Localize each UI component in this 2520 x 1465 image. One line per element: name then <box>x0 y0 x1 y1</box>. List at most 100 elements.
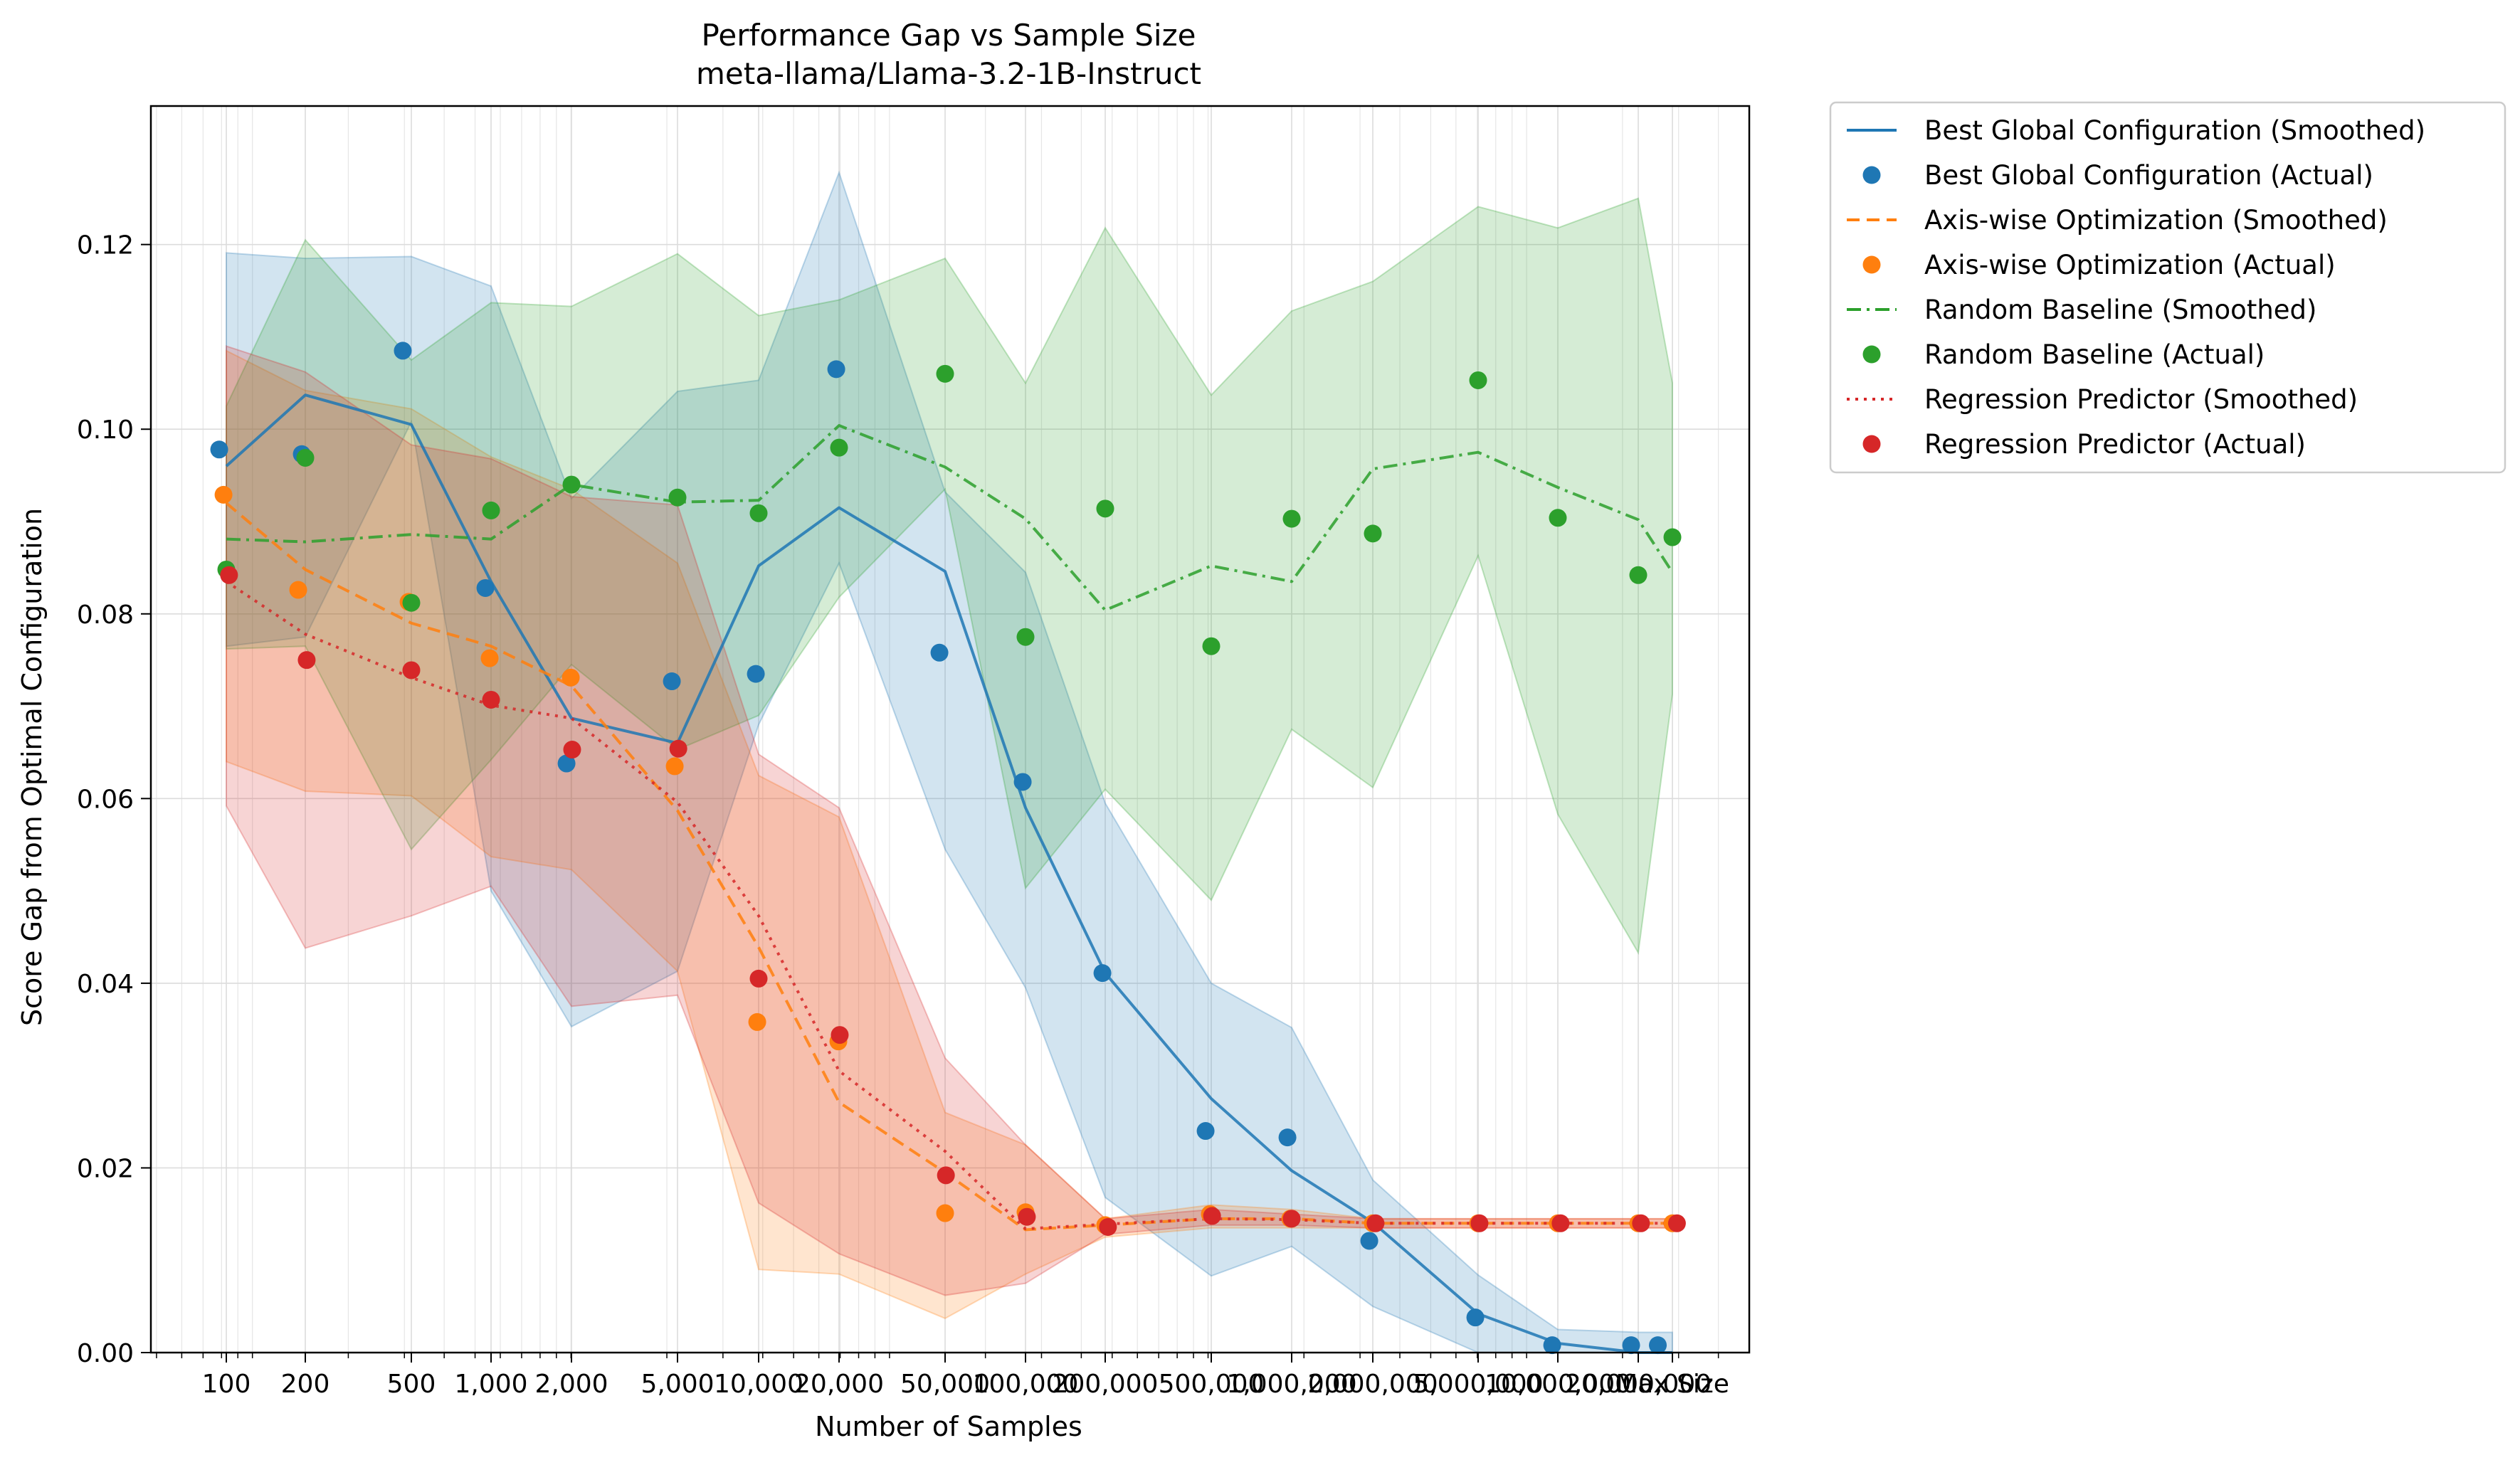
best-global-configuration-point <box>1360 1232 1378 1250</box>
regression-predictor-legend-marker <box>1862 435 1881 453</box>
random-baseline-point <box>1202 637 1221 655</box>
random-baseline-point <box>482 501 500 519</box>
legend: Best Global Configuration (Smoothed) Best… <box>1829 101 2506 474</box>
grid <box>151 106 1749 1353</box>
best-global-configuration-legend-marker <box>1862 166 1881 184</box>
y-tick-label: 0.12 <box>77 231 134 260</box>
regression-predictor-point <box>1018 1207 1036 1226</box>
axis-wise-optimization-point <box>936 1204 954 1222</box>
y-tick-label: 0.02 <box>77 1154 134 1183</box>
x-tick-label: 100 <box>202 1370 251 1399</box>
axis-wise-optimization-point <box>748 1012 766 1031</box>
axis-wise-optimization-point <box>289 581 307 599</box>
y-tick-label: 0.10 <box>77 416 134 445</box>
random-baseline-point <box>1629 566 1648 584</box>
regression-predictor-point <box>749 969 768 988</box>
best-global-configuration-point <box>1466 1308 1485 1327</box>
best-global-configuration-point <box>747 665 765 683</box>
y-tick-label: 0.08 <box>77 601 134 630</box>
axis-wise-optimization-smoothed-line <box>225 502 1672 1232</box>
chart-title: Performance Gap vs Sample Size <box>702 18 1196 53</box>
plot-frame <box>149 105 1751 1354</box>
regression-predictor-point <box>402 661 421 679</box>
random-baseline-point <box>1549 509 1567 527</box>
regression-predictor-point <box>1470 1214 1489 1232</box>
axis-wise-optimization-point <box>480 649 499 667</box>
best-global-configuration-point <box>394 342 412 360</box>
regression-predictor-point <box>1667 1214 1686 1232</box>
regression-predictor-point <box>1099 1218 1117 1237</box>
axis-wise-optimization-point <box>562 668 580 687</box>
regression-predictor-point <box>831 1026 849 1044</box>
regression-predictor-point <box>1366 1214 1385 1232</box>
random-baseline-point <box>296 448 315 467</box>
axis-wise-optimization-legend-actual-label: Axis-wise Optimization (Actual) <box>1924 250 2336 280</box>
best-global-configuration-point <box>1622 1336 1640 1355</box>
regression-predictor-point <box>1551 1214 1570 1232</box>
random-baseline-point <box>1282 509 1301 528</box>
best-global-configuration-point <box>1649 1336 1667 1355</box>
random-baseline-point <box>562 475 581 494</box>
random-baseline-point <box>830 438 848 457</box>
chart-subtitle: meta-llama/Llama-3.2-1B-Instruct <box>696 56 1201 91</box>
x-tick-label: 5,000,000 <box>1413 1370 1543 1399</box>
random-baseline-point <box>1663 528 1682 546</box>
regression-predictor-point <box>1632 1214 1650 1232</box>
regression-predictor-point <box>937 1166 955 1185</box>
x-tick-label: Max Size <box>1615 1370 1729 1399</box>
random-baseline-point <box>402 593 421 612</box>
x-tick-label: 20,000,000 <box>1565 1370 1712 1399</box>
x-tick-label: 50,000 <box>900 1370 990 1399</box>
x-tick-label: 100,000 <box>973 1370 1079 1399</box>
random-baseline-point <box>1016 628 1035 646</box>
regression-predictor-legend-actual-label: Regression Predictor (Actual) <box>1924 429 2306 460</box>
x-axis-label: Number of Samples <box>815 1411 1082 1442</box>
regression-predictor-point <box>482 690 500 709</box>
legend-box <box>1829 101 2506 474</box>
random-baseline-point <box>749 504 768 522</box>
best-global-configuration-point <box>663 672 681 691</box>
x-tick-label: 10,000 <box>714 1370 803 1399</box>
y-axis-label: Score Gap from Optimal Configuration <box>16 508 48 1026</box>
random-baseline-point <box>668 488 687 507</box>
axis-wise-optimization-point <box>665 757 684 776</box>
smoothed-lines <box>225 393 1674 1354</box>
regression-predictor-point <box>297 651 316 670</box>
best-global-configuration-point <box>1093 964 1112 983</box>
random-baseline-point <box>1364 524 1382 543</box>
x-tick-label: 200 <box>281 1370 330 1399</box>
best-global-configuration-point <box>210 440 228 459</box>
x-tick-label: 20,000 <box>794 1370 884 1399</box>
x-tick-label: 200,000 <box>1053 1370 1159 1399</box>
best-global-configuration-point <box>1543 1336 1561 1355</box>
regression-predictor-point <box>1282 1210 1301 1228</box>
best-global-configuration-point <box>476 578 495 597</box>
regression-predictor-legend-smoothed-label: Regression Predictor (Smoothed) <box>1924 384 2358 415</box>
y-tick-label: 0.04 <box>77 970 134 999</box>
axis-wise-optimization-legend-marker <box>1862 255 1881 274</box>
x-tick-label: 2,000 <box>534 1370 608 1399</box>
x-tick-label: 10,000,000 <box>1485 1370 1631 1399</box>
regression-predictor-point <box>220 566 238 584</box>
random-baseline-legend-smoothed-label: Random Baseline (Smoothed) <box>1924 295 2316 325</box>
axis-wise-optimization-legend-smoothed-label: Axis-wise Optimization (Smoothed) <box>1924 205 2388 236</box>
x-tick-label: 5,000 <box>640 1370 714 1399</box>
actual-points <box>210 342 1686 1355</box>
x-tick-label: 500,000 <box>1159 1370 1265 1399</box>
y-axis: 0.00 0.02 0.04 0.06 0.08 0.10 0.12 <box>77 231 151 1368</box>
y-tick-label: 0.00 <box>77 1339 134 1368</box>
random-baseline-legend-marker <box>1862 345 1881 364</box>
regression-predictor-point <box>669 739 687 758</box>
best-global-configuration-point <box>930 643 949 662</box>
x-tick-label: 1,000,000 <box>1226 1370 1356 1399</box>
best-global-configuration-point <box>557 754 576 773</box>
random-baseline-point <box>1469 371 1487 389</box>
regression-predictor-point <box>563 741 581 759</box>
axis-wise-optimization-point <box>214 485 233 504</box>
best-global-configuration-legend-actual-label: Best Global Configuration (Actual) <box>1924 160 2373 191</box>
x-tick-label: 500 <box>387 1370 436 1399</box>
best-global-configuration-point <box>827 360 845 379</box>
best-global-configuration-point <box>1196 1122 1215 1141</box>
